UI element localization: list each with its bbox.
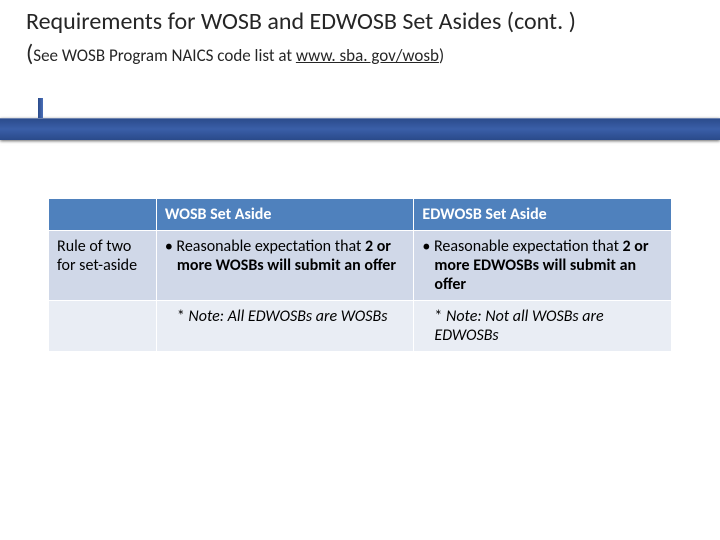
slide-title: Requirements for WOSB and EDWOSB Set Asi… xyxy=(26,8,694,37)
note-line: * Note: All EDWOSBs are WOSBs xyxy=(165,307,406,326)
note-star: * xyxy=(177,307,189,326)
header-empty xyxy=(49,199,157,231)
accent-bar xyxy=(0,118,720,140)
bullet-text: • Reasonable expectation that xyxy=(165,237,365,256)
cell-edwosb-rule: • Reasonable expectation that 2 or more … xyxy=(414,231,672,301)
header-wosb: WOSB Set Aside xyxy=(156,199,414,231)
title-area: Requirements for WOSB and EDWOSB Set Asi… xyxy=(0,0,720,72)
note-text: Note: All EDWOSBs are WOSBs xyxy=(188,307,387,326)
cell-edwosb-note: * Note: Not all WOSBs are EDWOSBs xyxy=(414,301,672,352)
table-row: * Note: All EDWOSBs are WOSBs * Note: No… xyxy=(49,301,672,352)
subtitle-link[interactable]: www. sba. gov/wosb xyxy=(296,45,439,66)
header-edwosb: EDWOSB Set Aside xyxy=(414,199,672,231)
note-line: * Note: Not all WOSBs are EDWOSBs xyxy=(422,307,663,345)
slide: Requirements for WOSB and EDWOSB Set Asi… xyxy=(0,0,720,540)
subtitle-prefix: See WOSB Program NAICS code list at xyxy=(33,45,296,66)
table-row: Rule of two for set-aside • Reasonable e… xyxy=(49,231,672,301)
bullet-line: • Reasonable expectation that 2 or more … xyxy=(165,237,406,275)
row-label-empty xyxy=(49,301,157,352)
row-label: Rule of two for set-aside xyxy=(49,231,157,301)
comparison-table: WOSB Set Aside EDWOSB Set Aside Rule of … xyxy=(48,198,672,352)
cell-wosb-rule: • Reasonable expectation that 2 or more … xyxy=(156,231,414,301)
slide-subtitle: (See WOSB Program NAICS code list at www… xyxy=(26,39,694,68)
cell-wosb-note: * Note: All EDWOSBs are WOSBs xyxy=(156,301,414,352)
close-paren: ) xyxy=(439,45,444,66)
note-star: * xyxy=(434,307,446,326)
bullet-line: • Reasonable expectation that 2 or more … xyxy=(422,237,663,294)
table-header-row: WOSB Set Aside EDWOSB Set Aside xyxy=(49,199,672,231)
bullet-text: • Reasonable expectation that xyxy=(422,237,622,256)
note-text: Note: Not all WOSBs are EDWOSBs xyxy=(434,307,603,345)
